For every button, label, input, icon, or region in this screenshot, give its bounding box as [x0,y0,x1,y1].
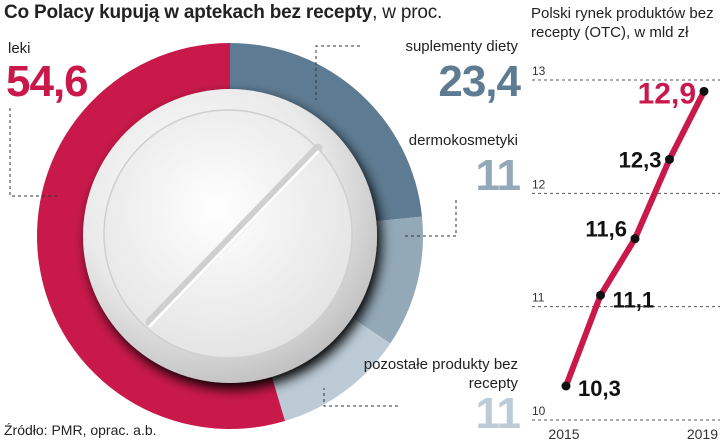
point-2019 [699,86,709,96]
label-suplementy: suplementy diety [405,38,518,55]
point-2015 [561,381,571,391]
pill-score-line [145,143,323,327]
value-label-2019: 12,9 [638,77,696,110]
leader-dermokosmetyki [404,200,457,237]
value-label-2017: 11,6 [585,217,627,242]
value-leki: 54,6 [6,57,89,106]
ytick-label-10: 10 [532,404,546,418]
chart-title-bold: Co Polacy kupują w aptekach bez recepty [4,2,373,23]
ytick-label-13: 13 [532,64,546,78]
value-suplementy: 23,4 [438,57,521,106]
value-label-2016: 11,1 [613,287,655,312]
label-dermokosmetyki: dermokosmetyki [408,132,518,149]
xtick-label-2015: 2015 [548,426,579,442]
chart-title: Co Polacy kupują w aptekach bez recepty,… [4,2,442,24]
label-pozostale: pozostałe produkty bez recepty [363,356,518,392]
point-2016 [596,290,605,300]
leader-suplementy [315,45,360,100]
leader-pozostale [323,388,398,407]
label-leki: leki [8,40,31,57]
chart-title-rest: , w proc. [372,2,443,23]
pill-score-highlight [148,150,320,328]
value-label-2015: 10,3 [578,376,621,401]
ytick-label-12: 12 [532,177,546,191]
point-2017 [630,234,640,244]
value-pozostale: 11 [475,389,521,438]
value-label-2018: 12,3 [619,147,662,172]
value-dermokosmetyki: 11 [475,151,521,200]
xtick-label-2019: 2019 [687,426,718,442]
leader-leki [9,108,60,197]
source-note: Źródło: PMR, oprac. a.b. [4,422,157,438]
line-chart-title: Polski rynek produktów bez recepty (OTC)… [531,5,714,41]
ytick-label-11: 11 [532,291,545,305]
point-2018 [665,154,674,164]
line-chart: 10 11 12 13 2015 2019 10,3 11,1 11,6 12,3 12,9 [532,64,720,442]
